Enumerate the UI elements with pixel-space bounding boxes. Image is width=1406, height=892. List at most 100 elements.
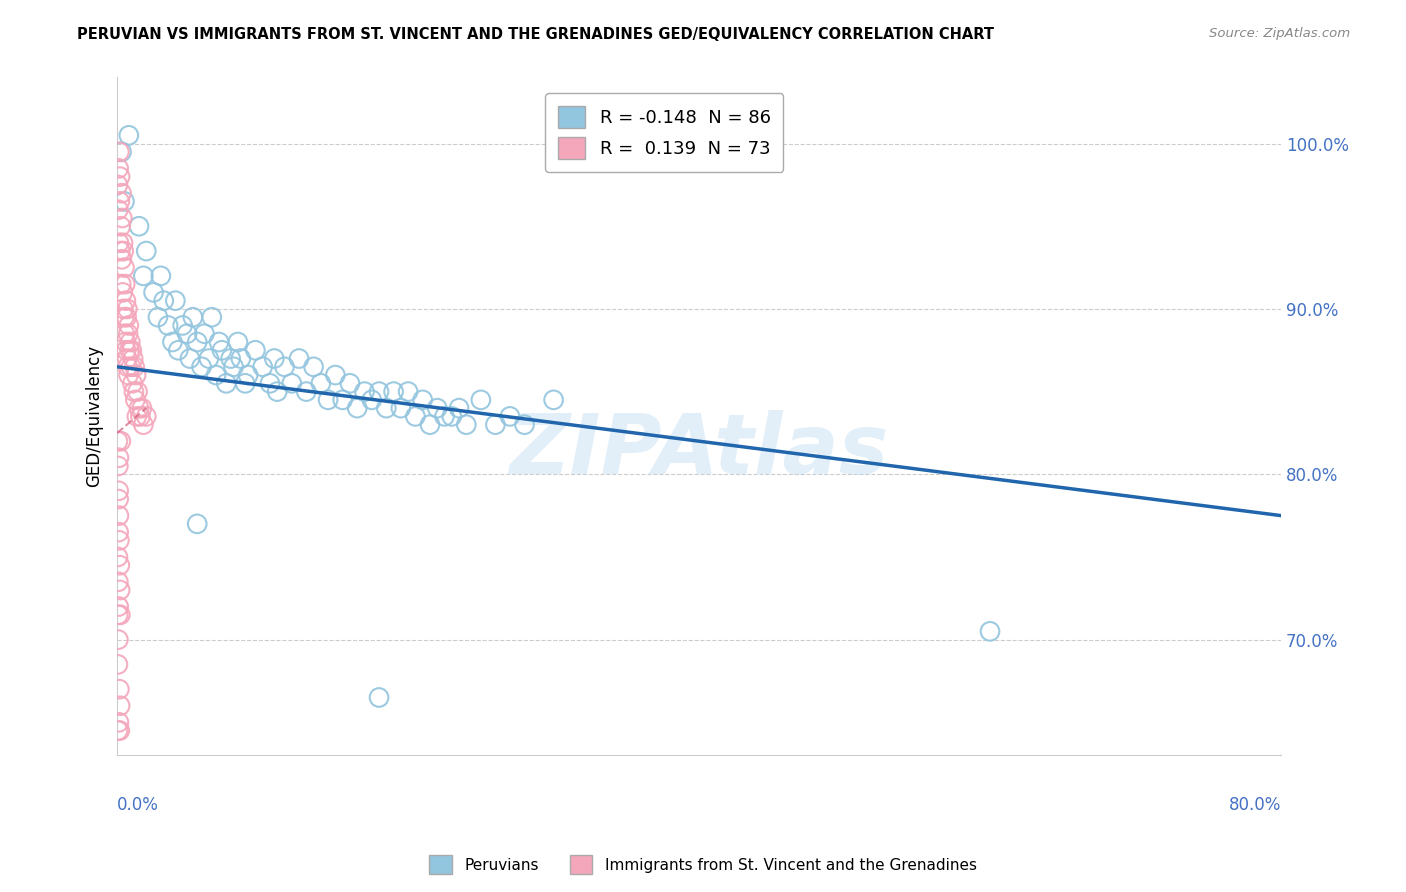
Point (375, 401, 398, 416)
Point (110, 244, 132, 258)
Point (107, 178, 129, 192)
Point (226, 334, 249, 349)
Point (107, 632, 129, 647)
Point (176, 326, 198, 341)
Point (470, 392, 492, 407)
Point (419, 417, 441, 432)
Point (107, 434, 129, 449)
Point (110, 145, 132, 159)
Point (332, 392, 354, 407)
Point (316, 392, 339, 407)
Point (222, 359, 245, 374)
Point (302, 359, 325, 374)
Point (412, 392, 434, 407)
Point (186, 334, 208, 349)
Point (325, 368, 347, 382)
Point (117, 301, 139, 316)
Point (111, 285, 134, 300)
Point (499, 409, 522, 424)
Point (107, 574, 129, 589)
Point (108, 194, 131, 209)
Point (108, 450, 131, 465)
Point (360, 392, 382, 407)
Point (111, 211, 134, 225)
Point (396, 384, 419, 399)
Point (107, 202, 129, 217)
Y-axis label: GED/Equivalency: GED/Equivalency (86, 345, 103, 487)
Point (128, 219, 150, 234)
Point (117, 359, 139, 374)
Point (190, 359, 212, 374)
Point (114, 334, 136, 349)
Point (108, 235, 131, 250)
Point (122, 351, 145, 366)
Point (447, 401, 470, 416)
Point (128, 401, 150, 416)
Point (108, 558, 131, 573)
Point (208, 334, 231, 349)
Point (198, 351, 221, 366)
Point (273, 359, 295, 374)
Point (389, 401, 412, 416)
Point (115, 351, 138, 366)
Point (205, 368, 228, 382)
Point (107, 525, 129, 540)
Point (107, 491, 129, 506)
Point (229, 351, 252, 366)
Point (484, 417, 506, 432)
Point (120, 359, 142, 374)
Point (543, 392, 565, 407)
Point (513, 417, 536, 432)
Text: Source: ZipAtlas.com: Source: ZipAtlas.com (1209, 27, 1350, 40)
Point (215, 376, 238, 391)
Point (288, 351, 311, 366)
Point (117, 326, 139, 341)
Point (121, 343, 143, 358)
Point (107, 607, 129, 622)
Point (167, 343, 190, 358)
Point (121, 376, 143, 391)
Point (125, 368, 148, 382)
Point (108, 582, 131, 597)
Point (201, 310, 224, 325)
Point (118, 343, 141, 358)
Point (339, 376, 361, 391)
Point (108, 169, 131, 184)
Point (132, 417, 155, 432)
Point (236, 368, 259, 382)
Point (115, 310, 138, 325)
Point (110, 607, 132, 622)
Point (193, 326, 215, 341)
Point (110, 277, 132, 292)
Point (135, 244, 157, 258)
Point (114, 260, 136, 275)
Point (114, 326, 136, 341)
Point (108, 682, 131, 697)
Point (211, 343, 233, 358)
Point (118, 318, 141, 333)
Point (107, 458, 129, 473)
Point (263, 351, 285, 366)
Point (111, 252, 134, 267)
Point (146, 310, 169, 325)
Text: ZIPAtlas: ZIPAtlas (509, 409, 889, 491)
Text: PERUVIAN VS IMMIGRANTS FROM ST. VINCENT AND THE GRENADINES GED/EQUIVALENCY CORRE: PERUVIAN VS IMMIGRANTS FROM ST. VINCENT … (77, 27, 994, 42)
Point (107, 723, 129, 738)
Point (368, 384, 391, 399)
Point (129, 409, 152, 424)
Point (132, 268, 155, 283)
Point (114, 277, 136, 292)
Point (252, 359, 274, 374)
Point (979, 624, 1001, 639)
Point (111, 235, 134, 250)
Point (112, 244, 135, 258)
Point (181, 310, 204, 325)
Point (142, 285, 165, 300)
Point (157, 318, 180, 333)
Point (107, 657, 129, 672)
Point (112, 310, 135, 325)
Point (114, 194, 136, 209)
Point (120, 334, 142, 349)
Point (107, 483, 129, 498)
Point (108, 723, 131, 738)
